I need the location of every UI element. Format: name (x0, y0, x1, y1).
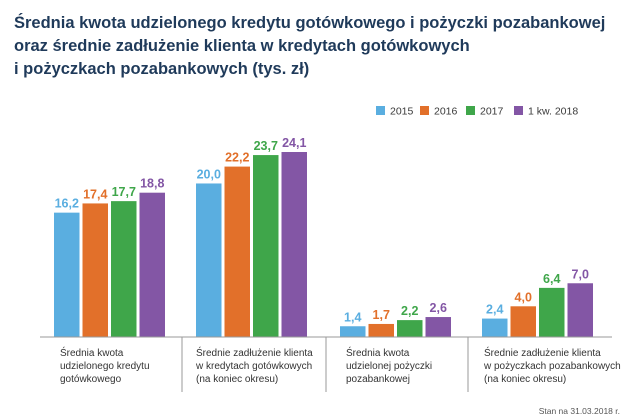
value-label-1-0: 20,0 (197, 167, 221, 181)
legend: 2015 2016 2017 1 kw. 2018 (376, 106, 578, 118)
bar-1-0 (196, 183, 222, 337)
value-labels: 16,2 17,4 17,7 18,8 20,0 22,2 23,7 24,1 1,4 1,7 2,… (55, 136, 589, 324)
category-dividers (181, 337, 469, 392)
bar-1-1 (224, 166, 250, 337)
bar-1-3 (281, 152, 307, 337)
value-label-2-3: 2,6 (430, 301, 447, 315)
legend-swatch-2 (466, 106, 475, 115)
value-label-3-2: 6,4 (543, 272, 560, 286)
legend-swatch-1 (420, 106, 429, 115)
value-label-1-1: 22,2 (225, 151, 249, 165)
category-label-0-line-0: Średnia kwota (60, 346, 124, 359)
category-label-2: Średnia kwota udzielonej pożyczki pozabank… (346, 346, 432, 385)
title-line-3: i pożyczkach pozabankowych (tys. zł) (14, 60, 310, 78)
value-label-2-1: 1,7 (373, 308, 390, 322)
value-label-2-2: 2,2 (401, 304, 418, 318)
value-label-3-0: 2,4 (486, 303, 503, 317)
category-label-3-line-2: (na koniec okresu) (484, 374, 566, 385)
category-label-1-line-2: (na koniec okresu) (196, 374, 278, 385)
value-label-0-1: 17,4 (83, 187, 107, 201)
bar-3-3 (567, 283, 593, 337)
value-label-2-0: 1,4 (344, 310, 361, 324)
bar-2-1 (368, 323, 394, 337)
title-line-2: oraz średnie zadłużenie klienta w kredyt… (14, 37, 470, 55)
category-label-0-line-1: udzielonego kredytu (60, 361, 150, 372)
value-label-3-3: 7,0 (572, 267, 589, 281)
category-label-2-line-2: pozabankowej (346, 374, 410, 385)
legend-label-2: 2017 (480, 106, 504, 118)
legend-swatch-3 (514, 106, 523, 115)
bar-2-0 (340, 326, 366, 337)
category-label-1: Średnie zadłużenie klienta w kredytach go… (195, 346, 313, 385)
value-label-0-3: 18,8 (140, 177, 164, 191)
value-label-1-3: 24,1 (282, 136, 306, 150)
category-label-3-line-0: Średnie zadłużenie klienta (484, 346, 601, 359)
bar-2-3 (425, 317, 451, 337)
category-label-2-line-1: udzielonej pożyczki (346, 361, 432, 372)
bar-0-3 (139, 192, 165, 337)
category-label-3-line-1: w pożyczkach pozabankowych (483, 361, 621, 372)
category-label-3: Średnie zadłużenie klienta w pożyczkach p… (483, 346, 621, 385)
category-label-2-line-0: Średnia kwota (346, 346, 410, 359)
bar-3-0 (482, 318, 508, 337)
category-label-0-line-2: gotówkowego (60, 374, 122, 385)
category-label-1-line-1: w kredytach gotówkowych (195, 361, 312, 372)
legend-label-3: 1 kw. 2018 (528, 106, 578, 118)
category-label-0: Średnia kwota udzielonego kredytu gotówkow… (60, 346, 150, 385)
chart-title: Średnia kwota udzielonego kredytu gotówk… (14, 12, 626, 81)
value-label-0-2: 17,7 (112, 185, 136, 199)
footnote: Stan na 31.03.2018 r. (539, 406, 620, 416)
value-label-3-1: 4,0 (515, 290, 532, 304)
legend-swatch-0 (376, 106, 385, 115)
bar-2-2 (397, 320, 423, 337)
legend-label-0: 2015 (390, 106, 414, 118)
bar-0-1 (82, 203, 108, 337)
legend-label-1: 2016 (434, 106, 458, 118)
bar-0-2 (111, 201, 137, 337)
value-label-0-0: 16,2 (55, 197, 79, 211)
bar-0-0 (54, 212, 80, 337)
category-labels: Średnia kwota udzielonego kredytu gotówkow… (60, 346, 621, 385)
title-line-1: Średnia kwota udzielonego kredytu gotówk… (14, 14, 606, 32)
bar-1-2 (253, 155, 279, 337)
bar-3-1 (510, 306, 536, 337)
value-label-1-2: 23,7 (254, 139, 278, 153)
bar-3-2 (539, 287, 565, 337)
bars (54, 152, 593, 337)
category-label-1-line-0: Średnie zadłużenie klienta (196, 346, 313, 359)
